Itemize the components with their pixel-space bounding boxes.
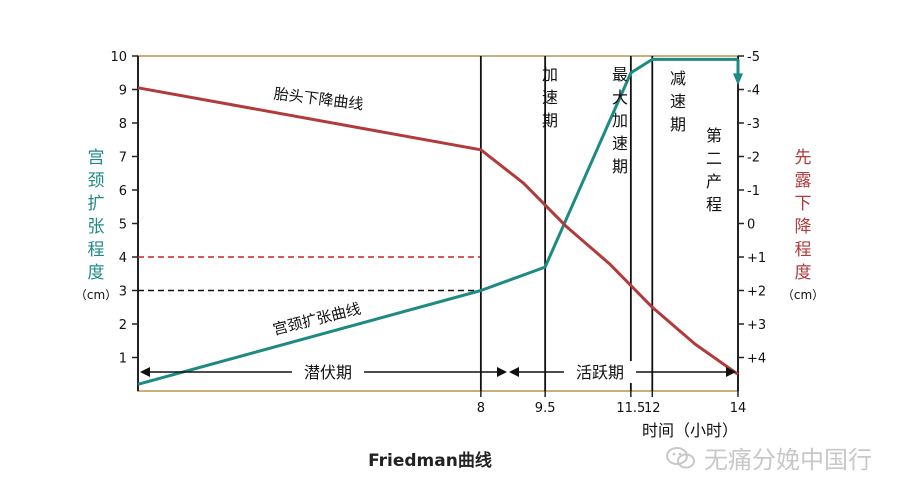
right-axis-title-char: 度 [795,263,812,283]
left-axis-title-char: 颈 [88,171,105,191]
left-axis-unit: （cm） [75,288,117,302]
chart-caption: Friedman曲线 [368,451,492,471]
active-phase-range: 活跃期 [509,361,736,383]
acceleration-phase-label: 速 [542,88,558,107]
right-tick-label: -2 [747,151,760,166]
deceleration-phase-label: 期 [670,115,686,134]
max-acceleration-phase-label: 大 [612,88,628,107]
watermark-text: 无痛分娩中国行 [704,446,872,474]
left-axis-title-char: 程 [88,240,105,260]
max-acceleration-phase-label: 加 [612,111,628,130]
reference-lines [138,256,481,292]
x-tick-label: 12 [644,401,661,416]
descent-curve [137,86,739,376]
descent-curve-label: 胎头下降曲线 [273,85,365,114]
left-axis-title-char: 扩 [88,194,105,214]
right-axis-title-char: 先 [795,148,812,168]
left-tick-label: 3 [119,285,127,300]
series-lines [137,57,743,386]
second-stage-label: 二 [706,149,722,168]
left-tick-label: 7 [119,151,127,166]
left-tick-label: 5 [119,218,127,233]
left-axis-title-char: 度 [88,263,105,283]
second-stage-label: 程 [706,195,722,214]
max-acceleration-phase-label: 最 [612,65,628,84]
left-tick-label: 8 [119,117,127,132]
x-tick-label: 11.5 [616,401,645,416]
left-axis-title-char: 张 [88,217,105,237]
left-axis-title-char: 宫 [88,148,105,168]
x-tick-label: 9.5 [535,401,556,416]
x-axis-title: 时间（小时） [642,421,738,440]
left-tick-label: 9 [119,84,127,99]
dilation-curve [137,57,738,386]
latent-arrow-left-head [140,367,150,377]
right-tick-label: +4 [747,352,766,367]
active-arrow-left-head [509,367,519,377]
wechat-icon [666,446,695,468]
right-tick-label: 0 [747,218,755,233]
x-ticks: 8 9.5 11.512 14 [477,391,747,416]
active-phase-label: 活跃期 [576,363,624,382]
right-tick-label: -1 [747,184,760,199]
right-tick-label: +3 [747,318,766,333]
max-acceleration-phase-label: 速 [612,134,628,153]
right-tick-label: +1 [747,251,766,266]
latent-phase-range: 潜伏期 [140,361,507,383]
deceleration-phase-label: 减 [670,69,686,88]
x-tick-label: 14 [730,401,747,416]
phase-dividers [479,56,654,391]
second-stage-label: 第 [706,126,722,145]
x-tick-label: 8 [477,401,485,416]
right-axis-title-char: 程 [795,240,812,260]
left-tick-label: 6 [119,184,127,199]
right-axis-unit: （cm） [782,288,824,302]
right-tick-label: -4 [747,84,760,99]
left-tick-label: 10 [110,50,127,65]
right-tick-label: +2 [747,285,766,300]
left-tick-label: 2 [119,318,127,333]
left-tick-label: 4 [119,251,127,266]
right-axis-title-char: 露 [795,171,812,191]
right-axis-title-char: 降 [795,217,812,237]
max-acceleration-phase-label: 期 [612,157,628,176]
right-y-ticks: +4 +3 +2 +1 0 -1 -2 -3 -4 -5 [738,50,766,367]
deceleration-phase-label: 速 [670,92,686,111]
left-tick-label: 1 [119,352,127,367]
left-y-ticks: 1 2 3 4 5 6 7 8 9 10 [110,50,138,367]
right-tick-label: -3 [747,117,760,132]
watermark: 无痛分娩中国行 [666,440,872,475]
second-stage-label: 产 [706,172,722,191]
acceleration-phase-label: 加 [542,65,558,84]
right-axis-title-char: 下 [795,194,812,214]
plot-frame [137,55,739,392]
latent-phase-label: 潜伏期 [304,363,352,382]
dilation-arrow-head [733,73,743,86]
dilation-curve-label: 宫颈扩张曲线 [271,300,363,339]
active-arrow-right-head [726,367,736,377]
latent-arrow-right-head [497,367,507,377]
right-tick-label: -5 [747,50,760,65]
acceleration-phase-label: 期 [542,111,558,130]
